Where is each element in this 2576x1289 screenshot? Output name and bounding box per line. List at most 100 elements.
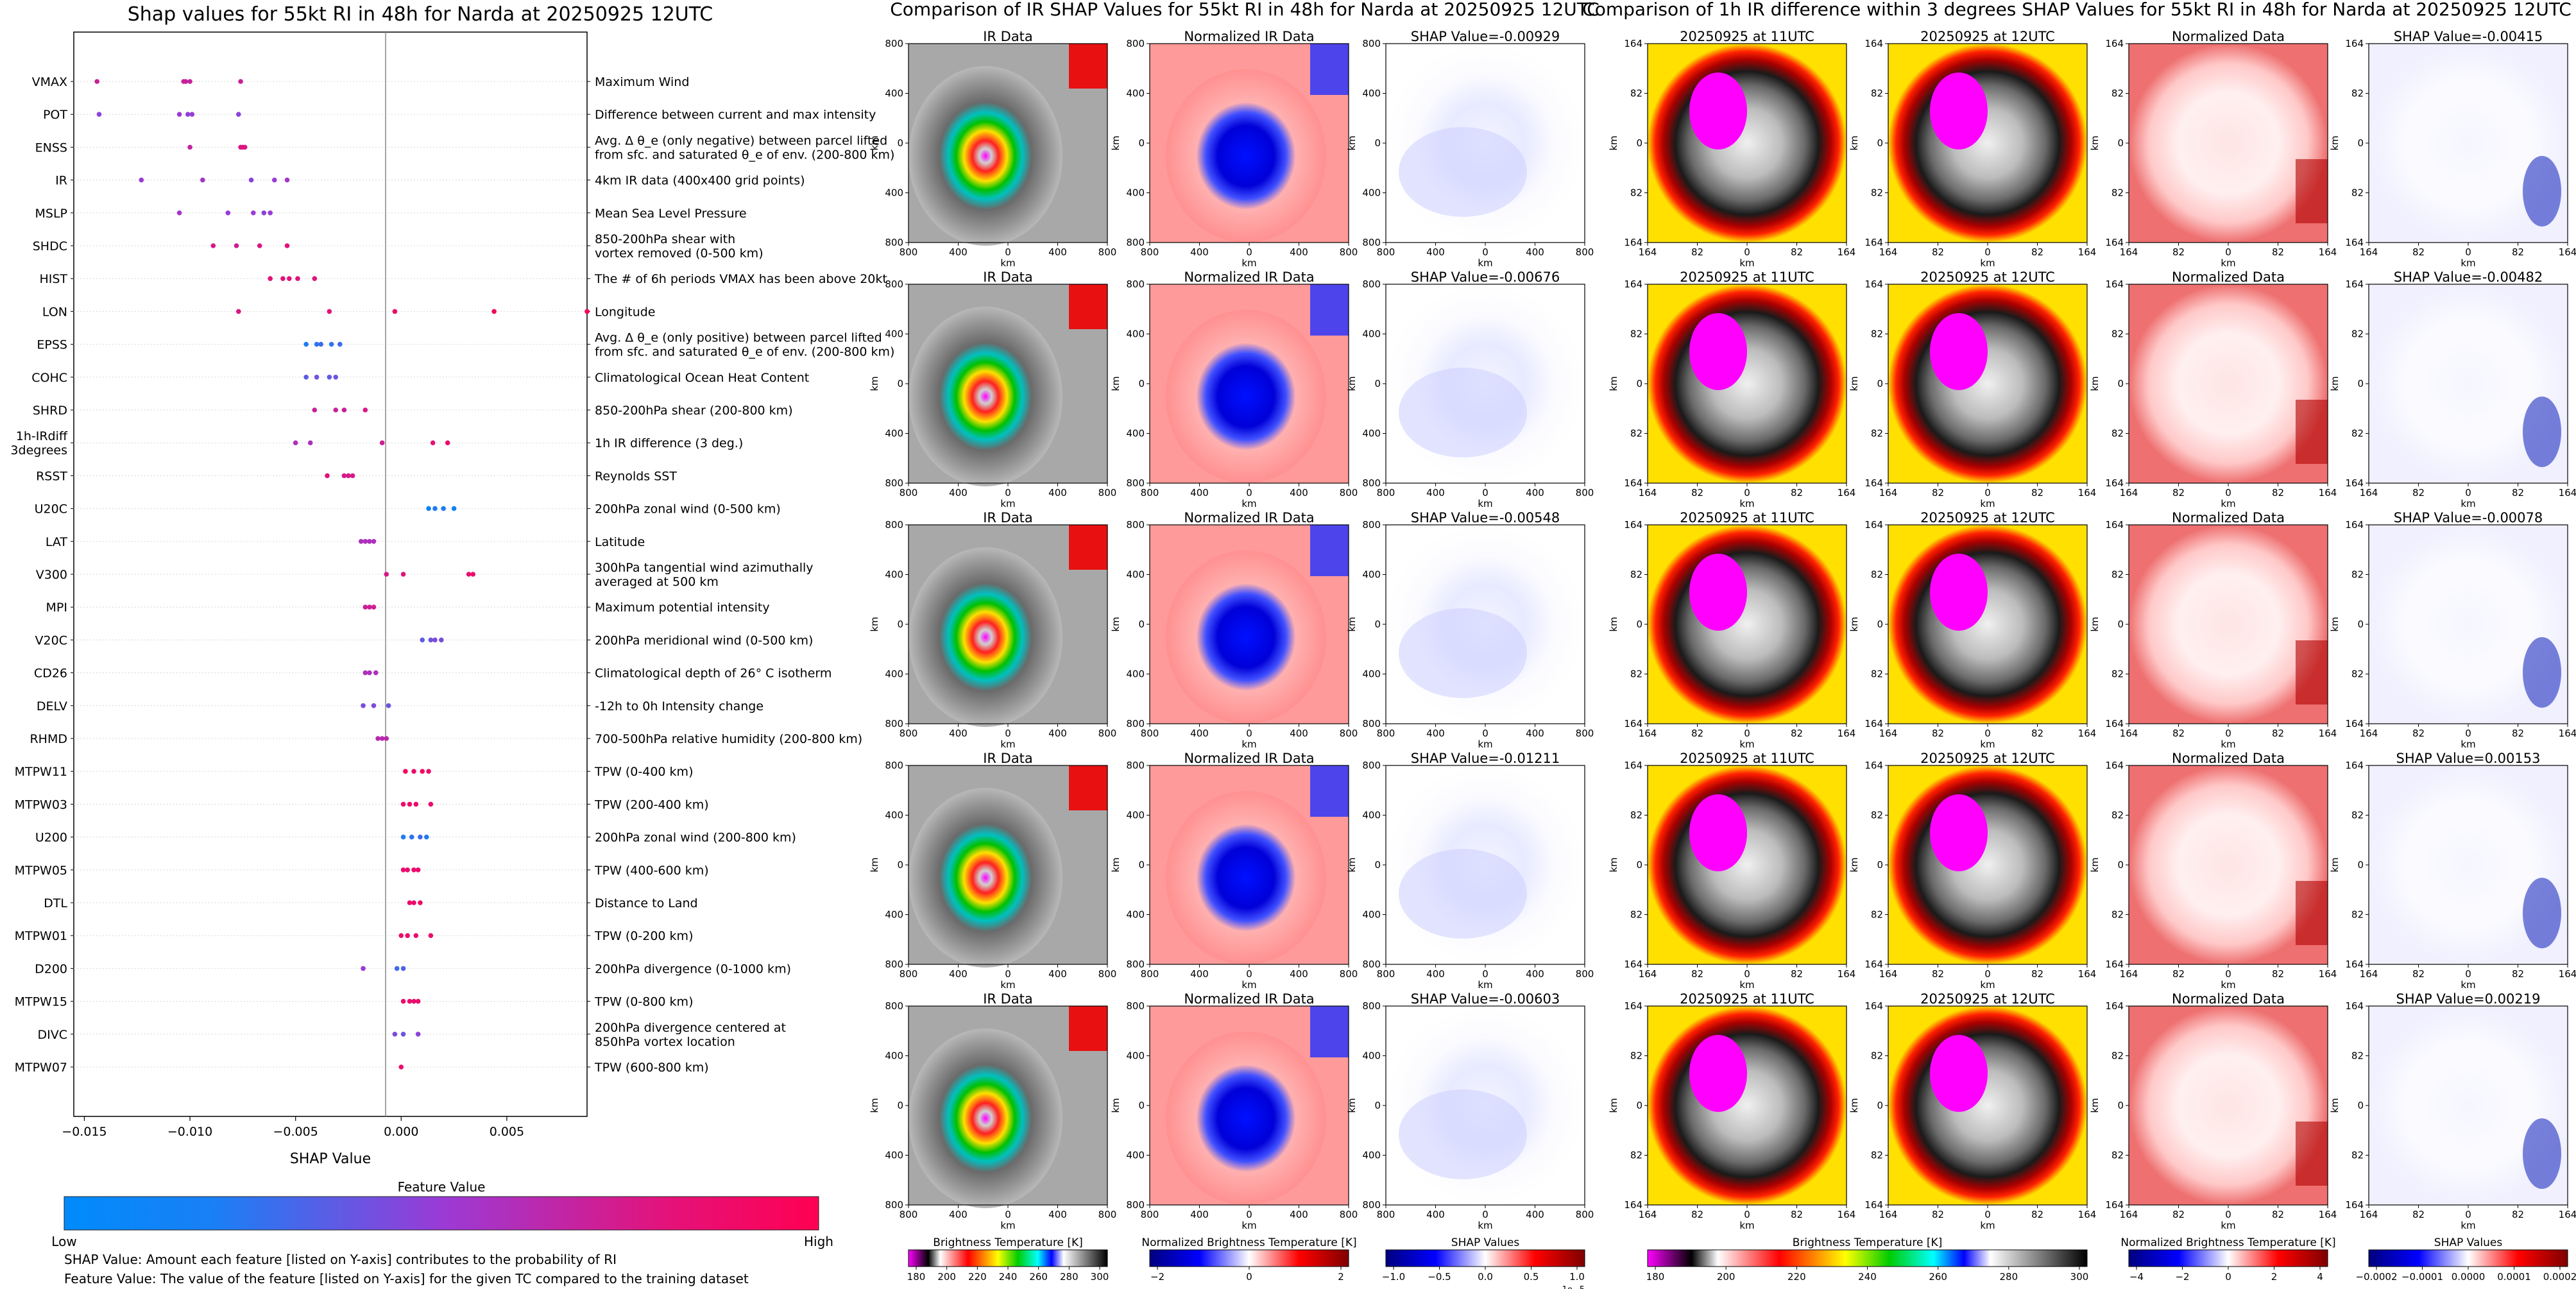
y-tick-label: 800	[885, 1199, 903, 1211]
x-axis-label: km	[1000, 1220, 1015, 1231]
x-tick-label: 800	[900, 968, 918, 980]
colorbar	[1149, 1249, 1349, 1267]
x-axis-label: km	[2461, 257, 2475, 269]
shap-point	[189, 112, 195, 117]
x-tick-label: 164	[1879, 246, 1898, 258]
panel-title: SHAP Value=-0.00929	[1411, 29, 1560, 44]
x-tick-label: 164	[2120, 1209, 2138, 1220]
shap-point	[293, 440, 298, 445]
feature-description: Mean Sea Level Pressure	[595, 207, 747, 221]
y-tick-label: 400	[1362, 187, 1381, 199]
feature-name: MTPW15	[15, 995, 67, 1009]
shap-point	[400, 998, 406, 1004]
feature-name: EPSS	[37, 338, 67, 352]
y-tick-label: 82	[2111, 810, 2124, 821]
colorbar-tick-label: 0.5	[1524, 1271, 1539, 1283]
x-tick-label: 400	[1190, 728, 1209, 739]
shap-point	[426, 506, 431, 511]
x-tick-label: 800	[1377, 1209, 1395, 1220]
shap-point	[394, 966, 400, 971]
feature-row: ENSS Avg. Δ θ_e (only negative) between p…	[35, 133, 895, 162]
y-tick-label: 0	[1138, 619, 1145, 630]
colorbar-tick-label: 220	[968, 1271, 987, 1283]
y-tick-label: 0	[1636, 137, 1642, 149]
y-tick-label: 82	[1630, 428, 1642, 440]
y-tick-label: 800	[1362, 38, 1381, 49]
x-tick-label: 800	[1141, 968, 1159, 980]
x-tick-label: 164	[2078, 1209, 2097, 1220]
y-tick-label: 400	[885, 187, 903, 199]
bt-image	[1648, 1006, 1847, 1205]
panel-title: Normalized IR Data	[1184, 751, 1314, 766]
y-tick-label: 400	[885, 428, 903, 440]
y-tick-label: 800	[1126, 278, 1145, 290]
x-tick-label: 82	[1791, 246, 1803, 258]
bt-image	[1888, 44, 2087, 243]
y-tick-label: 82	[2351, 329, 2364, 340]
x-tick-label: 800	[900, 246, 918, 258]
shap-point	[287, 276, 292, 282]
shap-point	[413, 801, 419, 807]
x-tick-label: 400	[1290, 1209, 1308, 1220]
y-tick-label: 82	[2111, 1050, 2124, 1062]
shap-point	[413, 933, 419, 938]
panel-title: SHAP Value=-0.00415	[2394, 29, 2543, 44]
feature-rows: VMAX Maximum Wind POT Difference between cu…	[10, 75, 894, 1075]
shap-point	[470, 572, 476, 577]
y-tick-label: 82	[1871, 810, 1883, 821]
shap-point	[314, 375, 320, 380]
shap-point	[466, 572, 472, 577]
x-tick-label: 82	[1932, 487, 1944, 499]
x-tick-label: 82	[2172, 1209, 2185, 1220]
panel-title: SHAP Value=0.00153	[2396, 751, 2541, 766]
x-tick-label: 164	[1838, 728, 1856, 739]
y-tick-label: 0	[1374, 619, 1381, 630]
y-tick-label: 82	[1630, 1150, 1642, 1161]
colorbar	[1385, 1249, 1585, 1267]
y-tick-label: 400	[1126, 187, 1145, 199]
shap-point	[403, 769, 408, 774]
cold-cloud-top	[1930, 554, 1988, 631]
shap-point	[257, 243, 262, 248]
y-tick-label: 164	[1624, 477, 1642, 489]
normalized-diff-image	[2129, 1006, 2328, 1205]
shap-point	[405, 867, 410, 873]
x-tick-label: 800	[1098, 968, 1117, 980]
bt-image	[1888, 284, 2087, 483]
x-tick-label: 82	[2272, 968, 2284, 980]
y-tick-label: 800	[1362, 959, 1381, 970]
panel-title: Normalized IR Data	[1184, 29, 1314, 44]
shap-point	[271, 177, 277, 183]
y-tick-label: 164	[1624, 1199, 1642, 1211]
x-tick-label: 82	[2272, 246, 2284, 258]
x-tick-label: 800	[1340, 968, 1358, 980]
colorbar-tick-label: −0.0002	[2355, 1271, 2397, 1283]
x-tick-label: 164	[2319, 487, 2337, 499]
y-tick-label: 800	[885, 959, 903, 970]
colorbar	[2368, 1249, 2568, 1267]
x-tick-label: 164	[2559, 1209, 2576, 1220]
x-tick-label: 0	[2465, 728, 2471, 739]
feature-description: -12h to 0h Intensity change	[595, 699, 763, 713]
shap-point	[379, 736, 385, 741]
y-tick-label: 82	[1630, 329, 1642, 340]
x-tick-label: 164	[1879, 728, 1898, 739]
y-tick-label: 82	[2111, 669, 2124, 680]
y-tick-label: 800	[885, 718, 903, 730]
panel-title: 20250925 at 12UTC	[1920, 751, 2055, 766]
x-axis-label: km	[1000, 498, 1015, 509]
y-tick-label: 164	[1624, 959, 1642, 970]
y-tick-label: 164	[1624, 760, 1642, 771]
x-tick-label: −0.015	[62, 1125, 107, 1139]
x-tick-label: 400	[949, 487, 968, 499]
storm-cloud	[908, 547, 1062, 727]
x-tick-label: 400	[949, 728, 968, 739]
y-tick-label: 0	[1138, 859, 1145, 871]
shap-point	[428, 933, 434, 938]
x-tick-label: 800	[1377, 968, 1395, 980]
x-tick-label: 164	[2319, 968, 2337, 980]
feature-description: TPW (600-800 km)	[594, 1061, 709, 1075]
y-axis-label: km	[2329, 617, 2341, 631]
x-tick-label: 82	[2031, 246, 2043, 258]
feature-name: ENSS	[35, 141, 67, 155]
